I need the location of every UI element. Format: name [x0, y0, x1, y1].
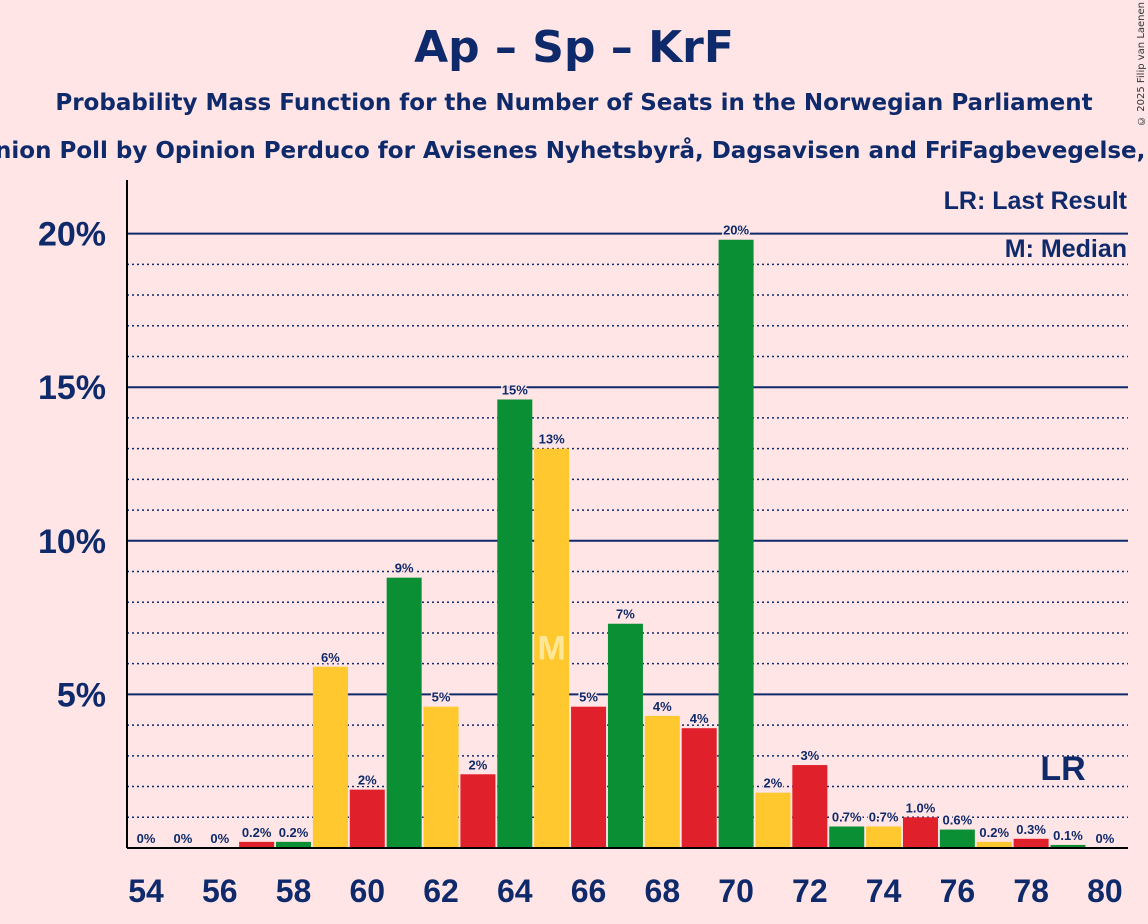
bar-71: [755, 792, 791, 848]
x-tick-label: 62: [423, 873, 459, 909]
chart-subtitle: Probability Mass Function for the Number…: [55, 90, 1093, 116]
last-result-marker: LR: [1040, 750, 1085, 788]
x-tick-label: 78: [1013, 873, 1049, 909]
x-tick-label: 72: [792, 873, 828, 909]
poll-source: Opinion Poll by Opinion Perduco for Avis…: [0, 138, 1148, 164]
data-label-70: 20%: [723, 223, 749, 238]
legend-last-result: LR: Last Result: [944, 187, 1128, 215]
bar-69: [681, 728, 717, 848]
data-label-66: 5%: [579, 690, 598, 705]
chart-title: Ap – Sp – KrF: [414, 22, 734, 73]
bar-66: [571, 706, 607, 848]
median-marker: M: [538, 630, 566, 668]
bar-74: [866, 826, 902, 848]
data-label-65: 13%: [539, 432, 565, 447]
bar-64: [497, 399, 533, 848]
data-label-59: 6%: [321, 650, 340, 665]
legend-median: M: Median: [1005, 235, 1127, 263]
y-tick-label: 10%: [38, 523, 106, 561]
bar-67: [607, 623, 643, 848]
value-labels: 0% 0% 0% 0.2% 0.2% 6% 2% 9% 5% 2% 15% 13% 5% 7% 4% 4% 20…: [135, 221, 1116, 847]
bar-57: [239, 841, 275, 848]
data-label-67: 7%: [616, 607, 635, 622]
bar-77: [976, 841, 1012, 848]
data-label-72: 3%: [800, 748, 819, 763]
x-tick-label: 60: [349, 873, 385, 909]
x-tick-label: 70: [718, 873, 754, 909]
data-label-75: 1.0%: [906, 800, 936, 815]
data-label-62: 5%: [432, 690, 451, 705]
data-label-58: 0.2%: [279, 825, 309, 840]
data-label-56: 0%: [210, 831, 229, 846]
bar-72: [792, 765, 828, 848]
data-label-73: 0.7%: [832, 809, 862, 824]
data-label-68: 4%: [653, 699, 672, 714]
data-label-80: 0%: [1095, 831, 1114, 846]
x-tick-label: 58: [276, 873, 312, 909]
bar-76: [939, 829, 975, 848]
data-label-69: 4%: [690, 711, 709, 726]
axes: [126, 180, 1128, 849]
bar-60: [349, 789, 385, 848]
data-label-74: 0.7%: [869, 809, 899, 824]
y-tick-label: 5%: [57, 676, 106, 714]
bar-79: [1050, 844, 1086, 848]
data-label-78: 0.3%: [1016, 822, 1046, 837]
x-tick-label: 68: [645, 873, 681, 909]
bar-58: [276, 841, 312, 848]
x-tick-label: 66: [571, 873, 607, 909]
data-label-76: 0.6%: [943, 813, 973, 828]
y-tick-label: 20%: [38, 216, 106, 254]
bar-63: [460, 774, 496, 848]
x-tick-label: 56: [202, 873, 238, 909]
bar-62: [423, 706, 459, 848]
bar-59: [312, 666, 348, 848]
bar-61: [386, 577, 422, 848]
x-tick-label: 80: [1087, 873, 1123, 909]
x-tick-label: 76: [940, 873, 976, 909]
x-tick-label: 74: [866, 873, 902, 909]
x-tick-label: 54: [128, 873, 164, 909]
tick-labels: 54 56 58 60 62 64 66 68 70 72 74 76 78 80 5% 10% 15% 20%: [38, 216, 1123, 909]
data-label-64: 15%: [502, 382, 528, 397]
data-label-61: 9%: [395, 561, 414, 576]
bar-65: [534, 448, 570, 848]
data-label-54: 0%: [137, 831, 156, 846]
bar-73: [829, 826, 865, 848]
bar-78: [1013, 838, 1049, 848]
data-label-79: 0.1%: [1053, 828, 1083, 843]
bar-68: [644, 715, 680, 848]
bar-75: [902, 817, 938, 848]
bars: [239, 239, 1086, 848]
data-label-71: 2%: [764, 776, 783, 791]
x-tick-label: 64: [497, 873, 533, 909]
data-label-63: 2%: [469, 757, 488, 772]
data-label-57: 0.2%: [242, 825, 272, 840]
bar-70: [718, 239, 754, 848]
y-tick-label: 15%: [38, 369, 106, 407]
data-label-55: 0%: [173, 831, 192, 846]
data-label-60: 2%: [358, 773, 377, 788]
data-label-77: 0.2%: [979, 825, 1009, 840]
